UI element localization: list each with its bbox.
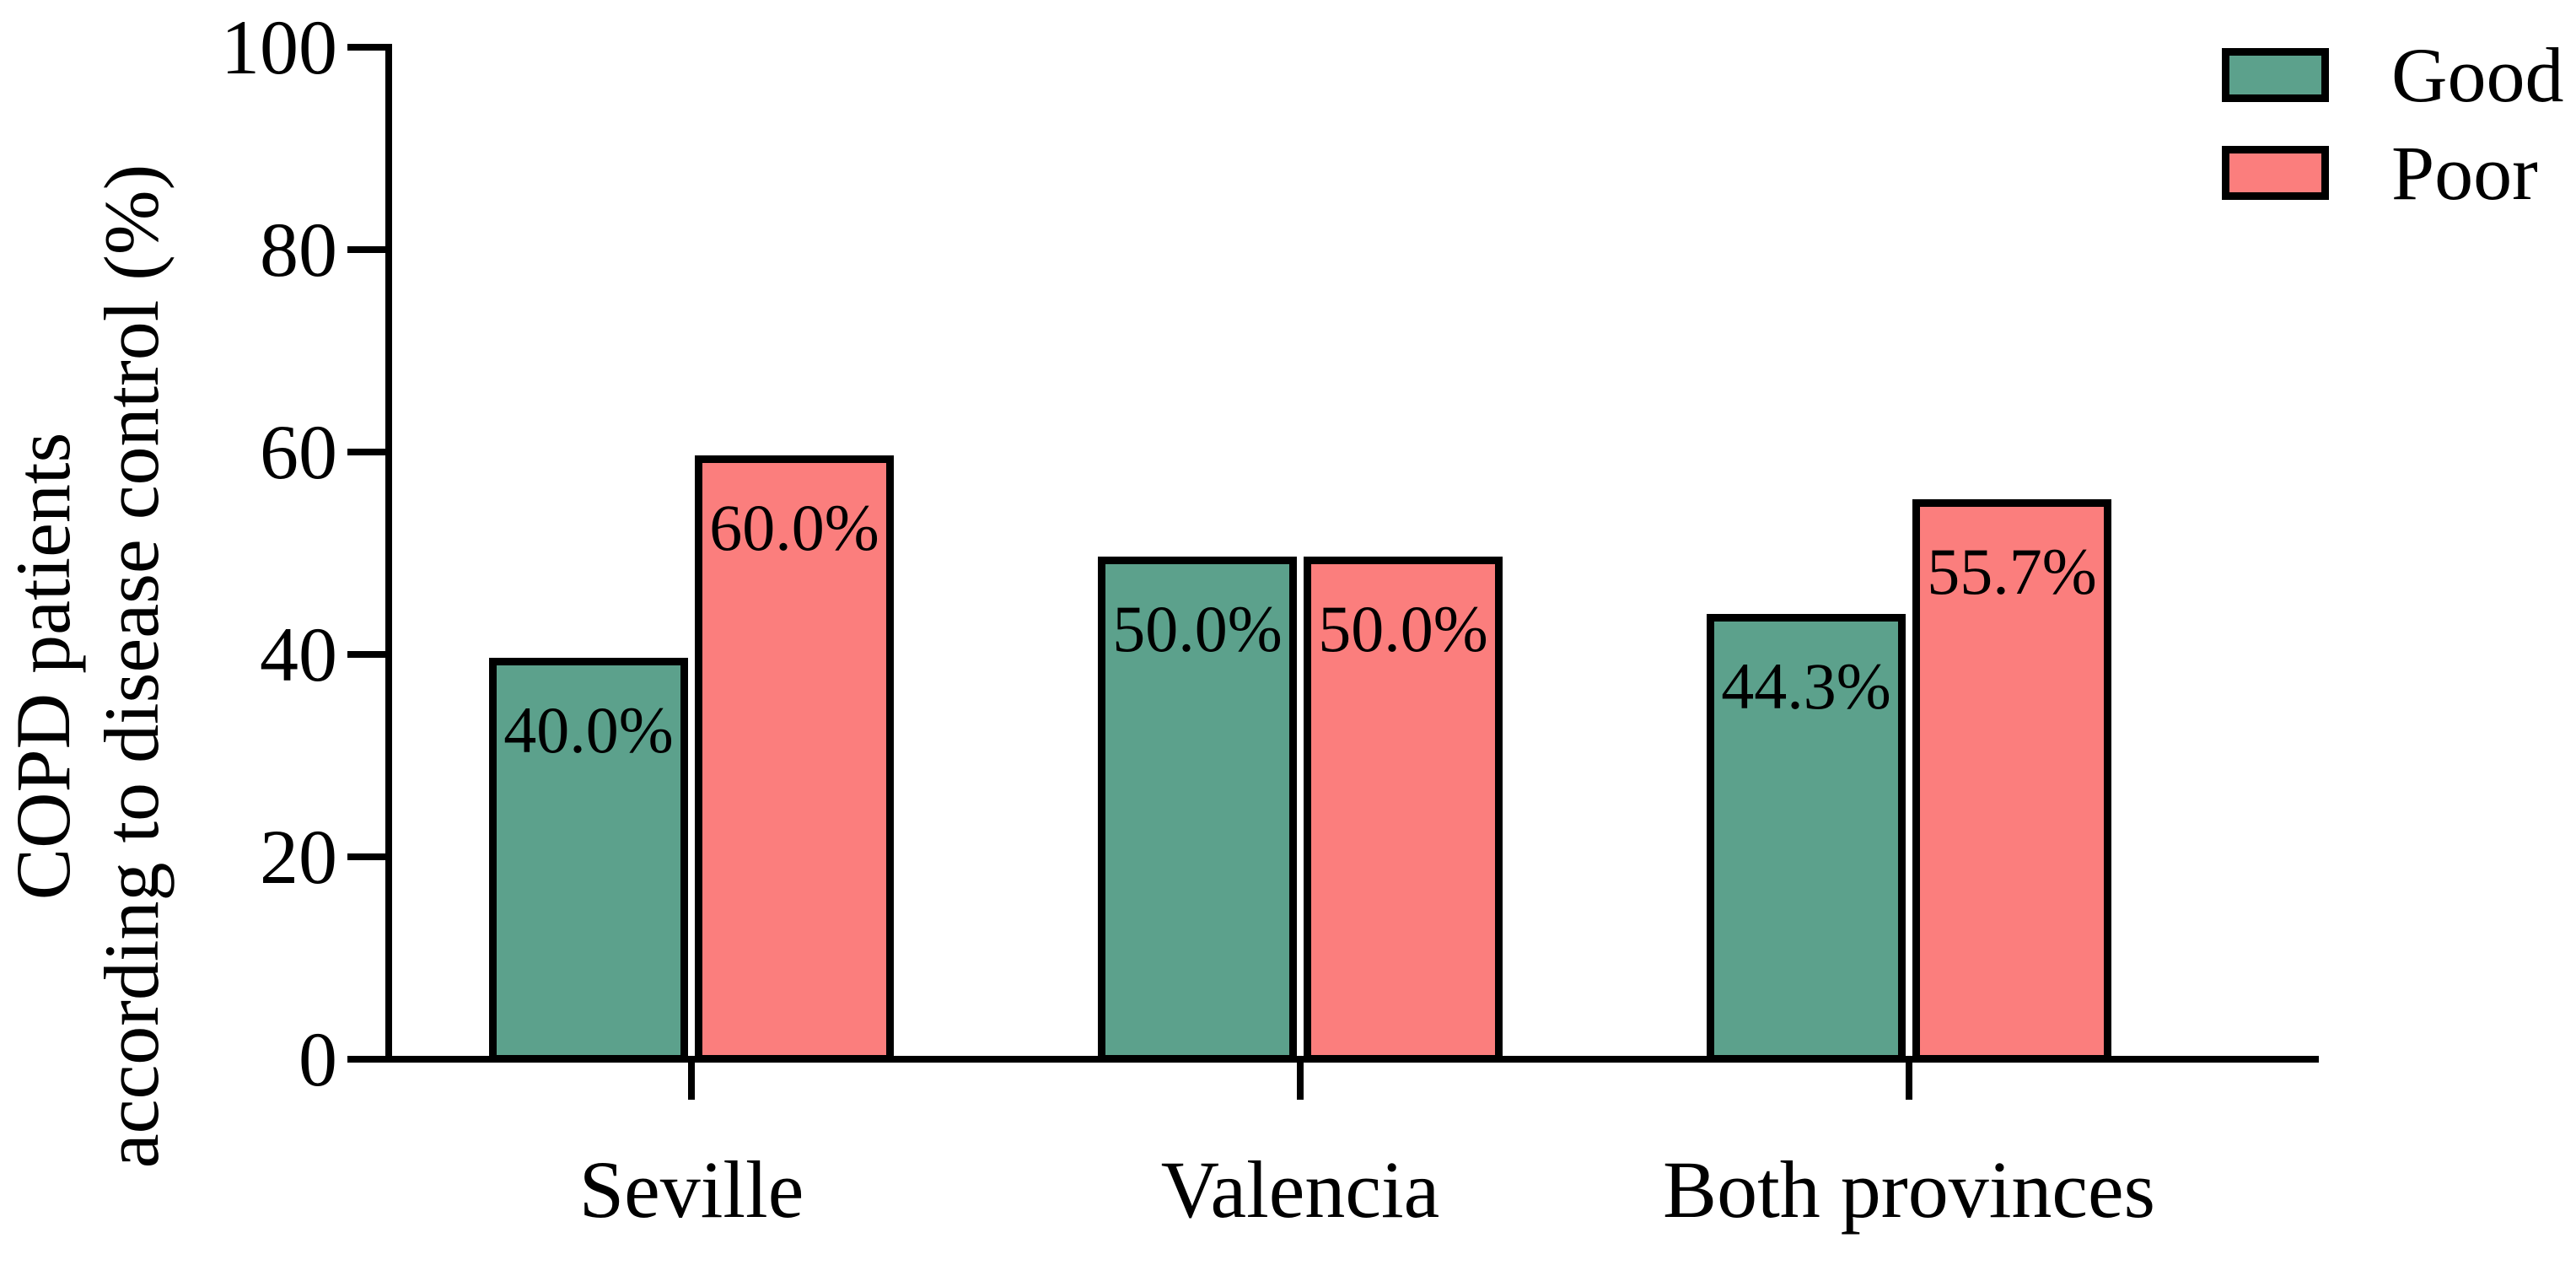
y-axis-line [385,44,392,1063]
bar-good-seville: 40.0% [489,658,688,1063]
bar-poor-both-provinces: 55.7% [1912,498,2111,1063]
legend-label-good: Good [2391,32,2564,118]
y-tick-label: 0 [298,1016,337,1102]
bar-good-both-provinces: 44.3% [1707,614,1906,1063]
y-tick-line [347,246,386,253]
y-tick-label: 20 [260,814,337,900]
y-tick-line [347,651,386,658]
y-tick-line [347,44,386,51]
bar-value-label: 60.0% [709,491,879,564]
y-tick-label: 60 [260,409,337,495]
x-tick-line [1906,1063,1912,1100]
y-tick-line [347,1056,386,1063]
legend-swatch-good [2222,48,2329,102]
y-tick-label: 100 [221,4,337,90]
bar-value-label: 50.0% [1318,592,1488,665]
y-tick-label: 80 [260,207,337,293]
legend-label-poor: Poor [2391,130,2538,216]
bar-value-label: 44.3% [1721,649,1891,724]
bar-poor-seville: 60.0% [695,455,894,1063]
x-category-label-seville: Seville [578,1144,804,1235]
bar-good-valencia: 50.0% [1098,557,1297,1063]
x-category-label-both-provinces: Both provinces [1663,1144,2155,1235]
bar-poor-valencia: 50.0% [1304,557,1503,1063]
y-tick-label: 40 [260,611,337,697]
x-tick-line [688,1063,695,1100]
bar-value-label: 50.0% [1112,592,1283,665]
x-tick-line [1297,1063,1304,1100]
legend-swatch-poor [2222,146,2329,200]
x-category-label-valencia: Valencia [1160,1144,1440,1235]
bar-value-label: 40.0% [503,693,674,767]
bar-value-label: 55.7% [1927,534,2097,608]
y-axis-title-line-1: COPD patients [0,432,87,901]
y-tick-line [347,449,386,455]
y-tick-line [347,853,386,860]
